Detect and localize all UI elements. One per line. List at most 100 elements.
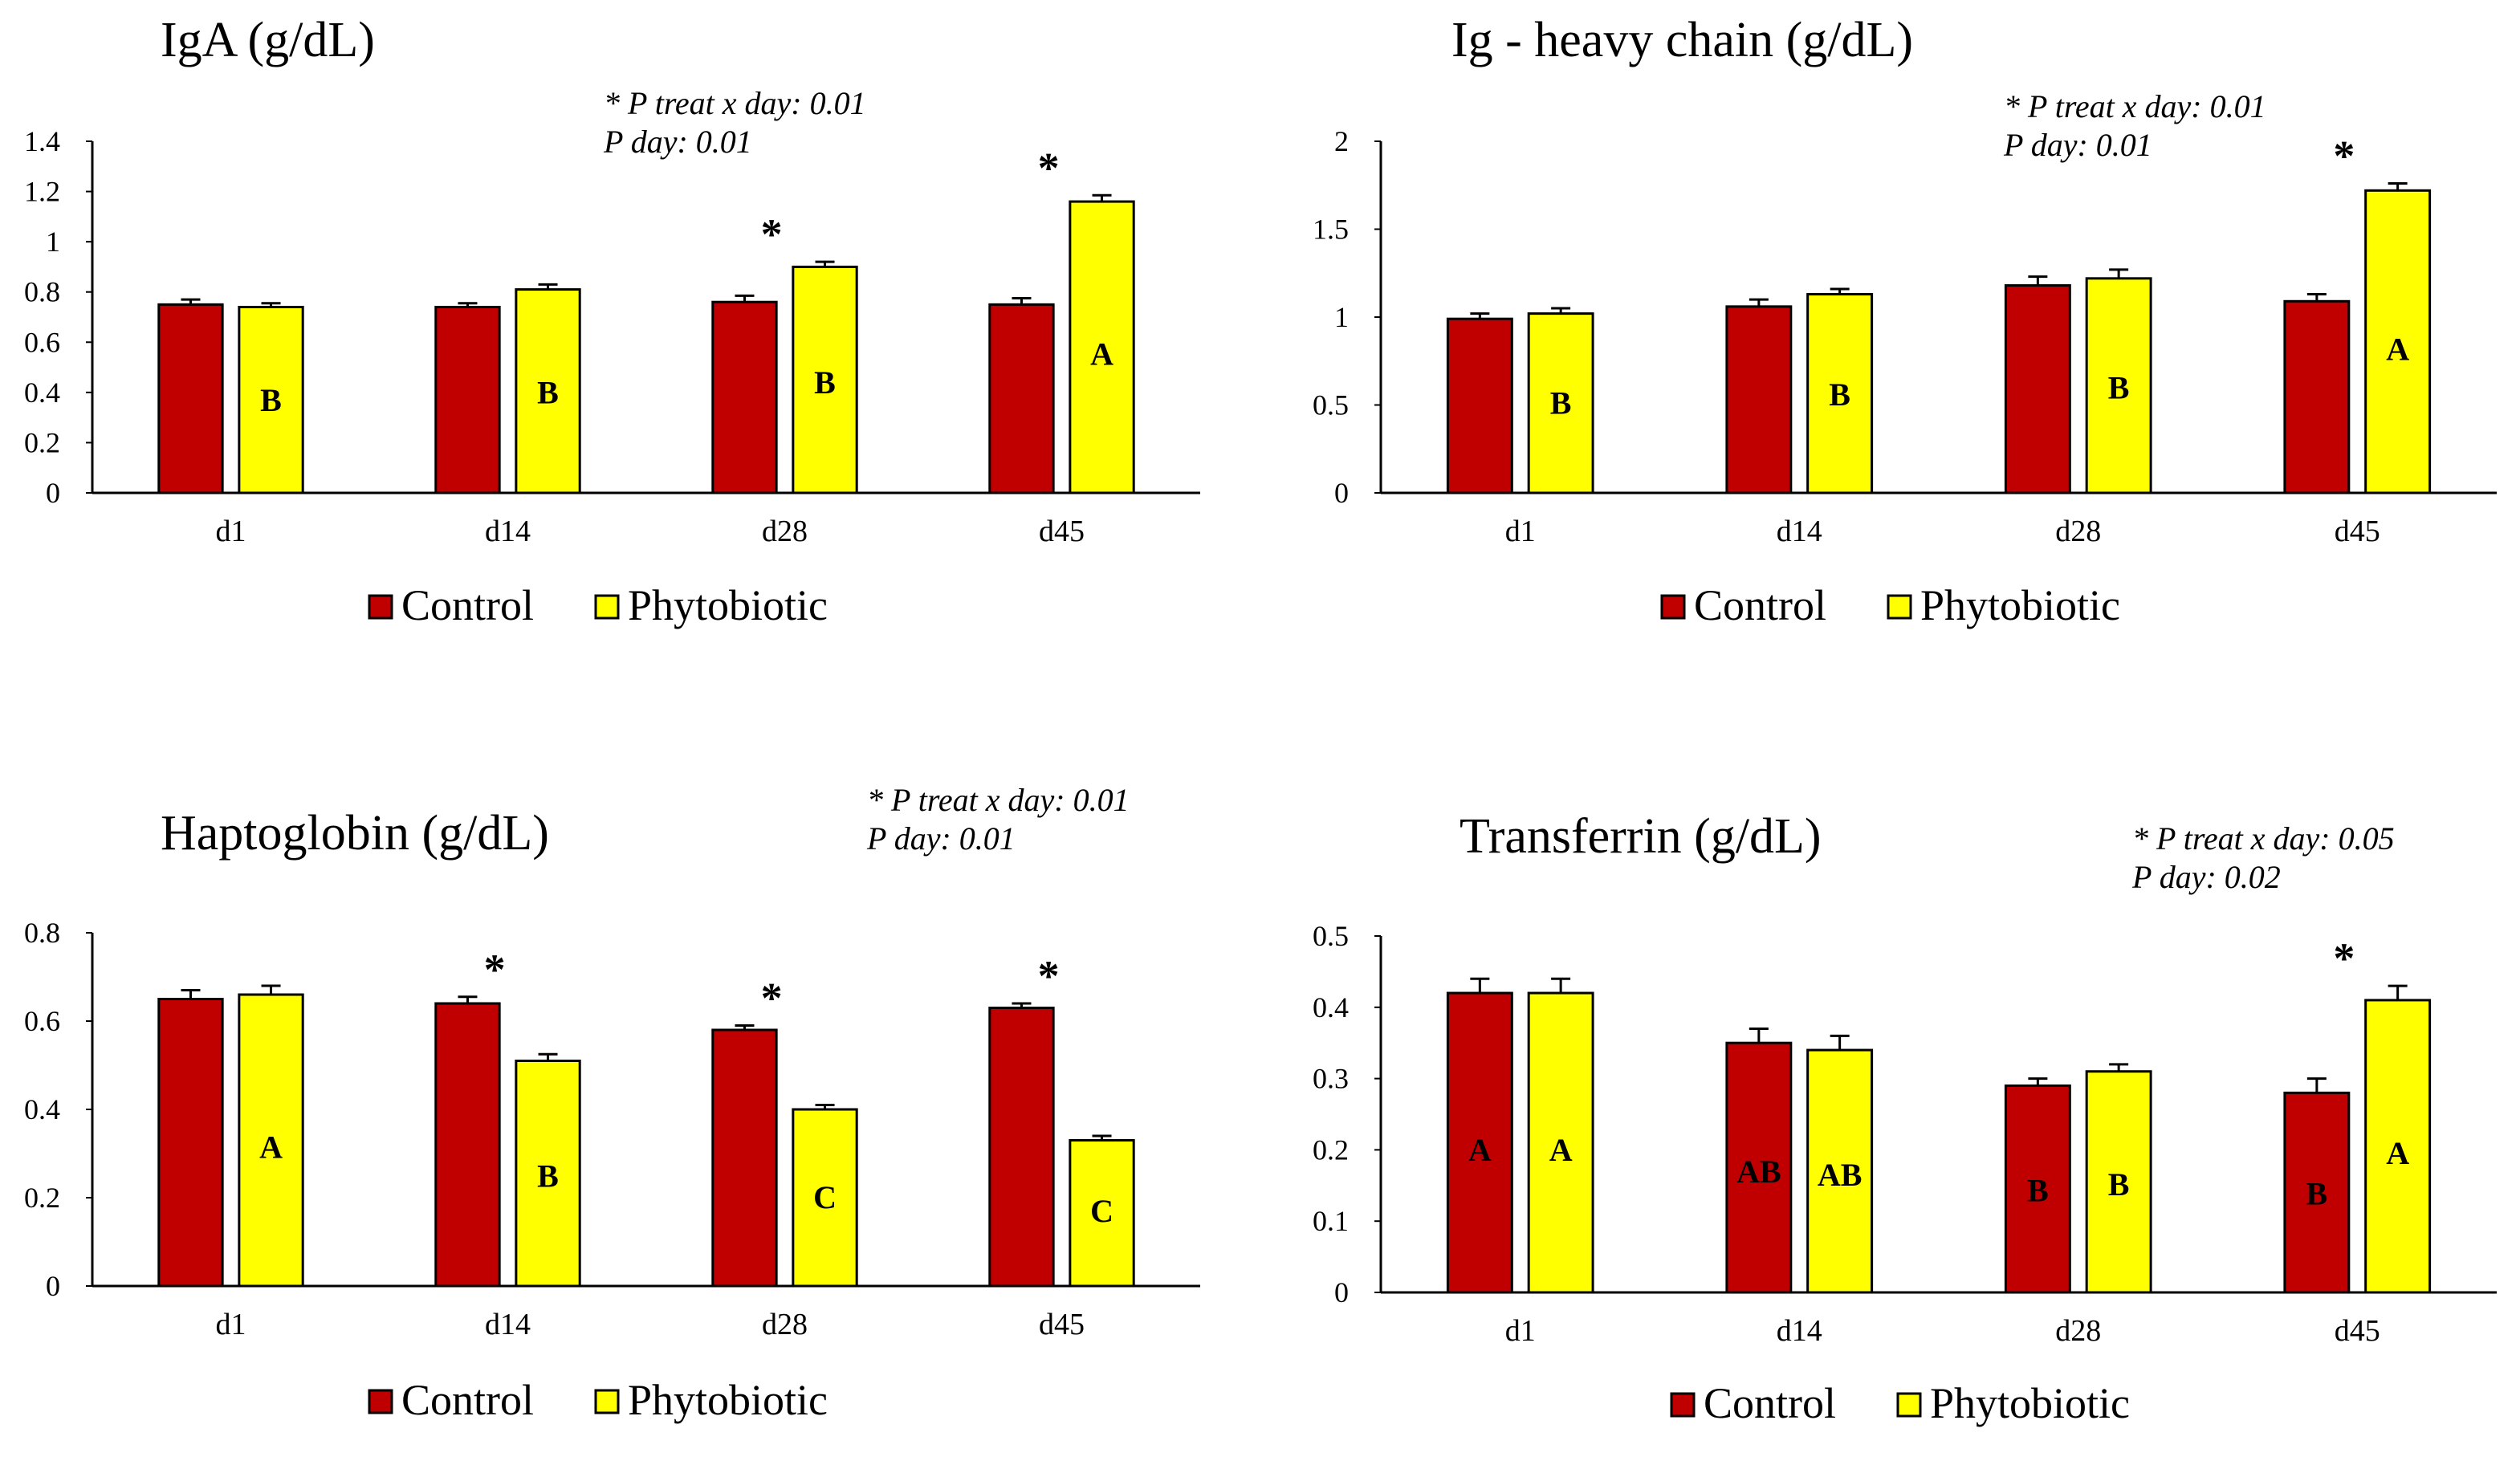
bar-control — [711, 1028, 778, 1288]
significance-letter: A — [1549, 1132, 1573, 1168]
y-tick-label: 0.4 — [24, 1093, 60, 1125]
y-tick-label: 0.8 — [24, 276, 60, 308]
bar-phytobiotic — [515, 1060, 581, 1288]
bar-control — [988, 303, 1055, 494]
p-value-annotation: P day: 0.01 — [603, 124, 752, 160]
y-tick-label: 2 — [1334, 125, 1349, 157]
significance-letter: B — [537, 1158, 559, 1194]
y-tick-label: 0.2 — [1313, 1133, 1349, 1166]
x-tick-label: d45 — [1039, 1308, 1085, 1341]
y-tick-label: 1 — [1334, 301, 1349, 333]
significance-letter: AB — [1736, 1154, 1781, 1190]
significance-letter: B — [1550, 385, 1572, 421]
bar-control — [2004, 1084, 2071, 1294]
chart-panel-ig-heavy-chain: Ig - heavy chain (g/dL) * P treat x day: … — [1313, 13, 2497, 629]
bar-control — [1446, 317, 1513, 494]
y-tick-label: 0.3 — [1313, 1063, 1349, 1095]
bar-phytobiotic — [515, 288, 581, 494]
significance-letter: B — [260, 382, 282, 418]
p-value-annotation: P day: 0.01 — [2003, 127, 2152, 163]
significance-letter: AB — [1818, 1157, 1863, 1193]
legend-label-control: Control — [1694, 581, 1826, 629]
significance-letter: A — [1090, 336, 1113, 372]
bar-control — [1446, 991, 1513, 1294]
y-tick-label: 0 — [46, 1270, 60, 1302]
y-tick-label: 0.1 — [1313, 1205, 1349, 1237]
bar-phytobiotic — [1806, 293, 1874, 494]
y-tick-label: 1.2 — [24, 176, 60, 208]
bar-phytobiotic — [238, 993, 304, 1288]
p-value-annotation: P day: 0.02 — [2131, 859, 2281, 895]
bar-control — [2004, 284, 2071, 494]
legend-label-control: Control — [401, 1376, 534, 1424]
significance-letter: C — [1090, 1193, 1113, 1229]
significance-letter: B — [2027, 1173, 2049, 1209]
bar-control — [1725, 305, 1793, 494]
chart-title: Transferrin (g/dL) — [1459, 809, 1822, 864]
x-tick-label: d28 — [762, 1308, 808, 1341]
x-tick-label: d14 — [485, 1308, 531, 1341]
y-tick-label: 0 — [1334, 477, 1349, 509]
chart-panel-haptoglobin: Haptoglobin (g/dL)* P treat x day: 0.01P… — [24, 782, 1200, 1424]
y-tick-label: 0 — [46, 477, 60, 509]
bar-control — [711, 300, 778, 494]
significance-star: * — [1038, 952, 1060, 1000]
y-tick-label: 0.5 — [1313, 389, 1349, 421]
x-tick-label: d14 — [485, 515, 531, 548]
p-value-annotation: * P treat x day: 0.01 — [867, 782, 1130, 818]
significance-star: * — [484, 946, 506, 994]
y-tick-label: 0.8 — [24, 917, 60, 949]
bar-phytobiotic — [2364, 189, 2432, 494]
legend-label-phytobiotic: Phytobiotic — [1930, 1379, 2130, 1427]
y-tick-label: 0.6 — [24, 1005, 60, 1037]
legend-swatch-control — [368, 1389, 393, 1414]
significance-letter: C — [813, 1179, 837, 1215]
p-value-annotation: * P treat x day: 0.05 — [2132, 820, 2395, 857]
x-tick-label: d14 — [1777, 515, 1822, 548]
legend-swatch-phytobiotic — [1896, 1392, 1922, 1418]
significance-letter: B — [1829, 376, 1850, 413]
x-tick-label: d28 — [762, 515, 808, 548]
legend-label-control: Control — [401, 581, 534, 629]
p-value-annotation: P day: 0.01 — [866, 820, 1016, 857]
bar-control — [2283, 1091, 2351, 1294]
x-tick-label: d1 — [216, 515, 246, 548]
x-tick-label: d1 — [1505, 515, 1536, 548]
x-tick-label: d45 — [2335, 515, 2380, 548]
x-tick-label: d14 — [1777, 1314, 1822, 1348]
legend-swatch-control — [1670, 1392, 1696, 1418]
significance-letter: B — [814, 364, 836, 401]
y-tick-label: 0 — [1334, 1276, 1349, 1308]
y-tick-label: 1 — [46, 226, 60, 258]
bar-control — [434, 305, 501, 494]
significance-letter: B — [2108, 369, 2130, 405]
x-tick-label: d45 — [2335, 1314, 2380, 1348]
significance-star: * — [2333, 132, 2355, 181]
bar-phytobiotic — [1069, 1139, 1135, 1288]
significance-letter: A — [2386, 1135, 2409, 1171]
significance-star: * — [2333, 934, 2355, 983]
significance-star: * — [761, 210, 783, 258]
legend-swatch-phytobiotic — [594, 1389, 620, 1414]
significance-letter: A — [2386, 331, 2409, 367]
x-tick-label: d45 — [1039, 515, 1085, 548]
significance-star: * — [1038, 144, 1060, 192]
y-tick-label: 1.5 — [1313, 214, 1349, 246]
legend-label-control: Control — [1704, 1379, 1836, 1427]
legend-swatch-phytobiotic — [594, 594, 620, 620]
bar-phytobiotic — [792, 265, 858, 494]
legend-label-phytobiotic: Phytobiotic — [628, 581, 828, 629]
legend-swatch-control — [368, 594, 393, 620]
chart-panel-iga: IgA (g/dL) * P treat x day: 0.01P day: 0.… — [24, 13, 1200, 629]
chart-title: Haptoglobin (g/dL) — [161, 806, 549, 861]
chart-title: Ig - heavy chain (g/dL) — [1451, 13, 1913, 67]
y-tick-label: 0.2 — [24, 1182, 60, 1214]
legend-swatch-phytobiotic — [1887, 594, 1912, 620]
bar-control — [988, 1007, 1055, 1288]
x-tick-label: d28 — [2055, 1314, 2101, 1348]
bar-phytobiotic — [2085, 277, 2152, 494]
bar-phytobiotic — [238, 305, 304, 494]
bar-phytobiotic — [792, 1108, 858, 1288]
legend-label-phytobiotic: Phytobiotic — [628, 1376, 828, 1424]
